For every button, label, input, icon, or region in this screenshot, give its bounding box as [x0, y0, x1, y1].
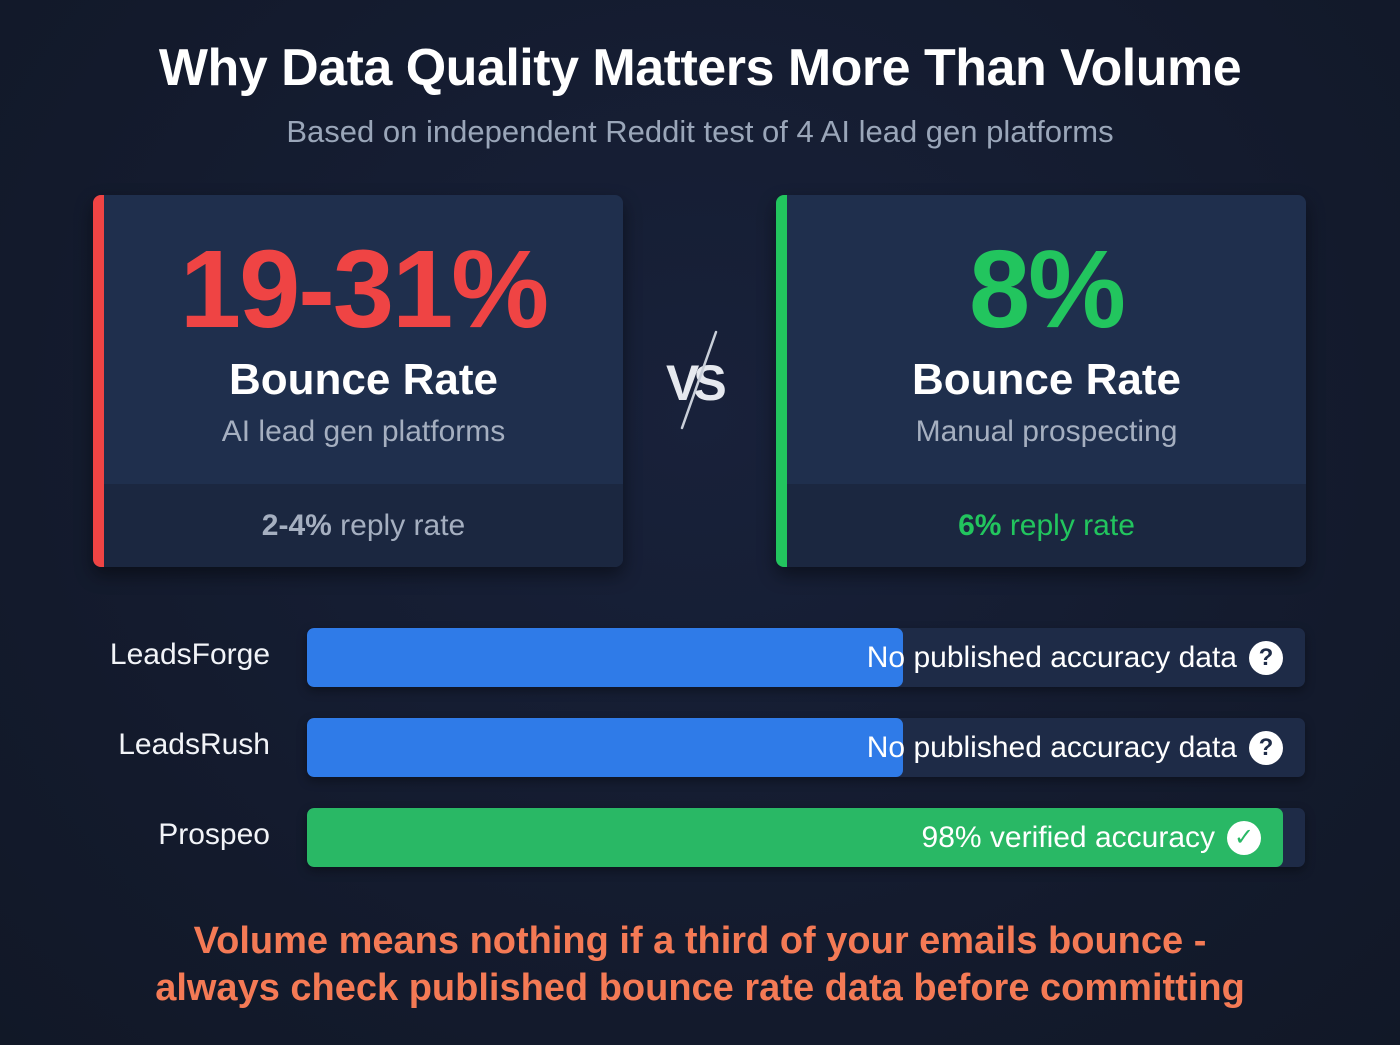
footer-callout: Volume means nothing if a third of your …	[0, 918, 1400, 1012]
footer-line-2: always check published bounce rate data …	[155, 967, 1245, 1009]
bar-annotation-text: No published accuracy data	[866, 640, 1237, 674]
card-description: Manual prospecting	[915, 415, 1178, 448]
question-icon: ?	[1249, 640, 1283, 675]
bounce-rate-label: Bounce Rate	[912, 355, 1181, 404]
bar-label-prospeo: Prospeo	[158, 818, 270, 851]
reply-rate-value: 2-4%	[261, 508, 332, 542]
bar-track-leadsforge: No published accuracy data ?	[307, 628, 1305, 687]
bounce-rate-value: 19-31%	[179, 228, 549, 351]
bar-label-leadsrush: LeadsRush	[118, 728, 270, 761]
check-icon: ✓	[1227, 820, 1261, 855]
manual-prospecting-card: 8% Bounce Rate Manual prospecting 6% rep…	[776, 195, 1306, 567]
bar-annotation-text: 98% verified accuracy	[921, 820, 1215, 854]
bar-fill	[307, 628, 903, 687]
page-title: Why Data Quality Matters More Than Volum…	[158, 39, 1242, 97]
card-accent-bar	[776, 195, 787, 567]
reply-rate-footer: 2-4% reply rate	[104, 484, 623, 567]
bar-fill	[307, 808, 1284, 867]
bar-label-leadsforge: LeadsForge	[109, 638, 270, 671]
reply-rate-footer: 6% reply rate	[787, 484, 1306, 567]
bar-annotation-text: No published accuracy data	[866, 730, 1237, 764]
reply-rate-value: 6%	[958, 508, 1002, 542]
bounce-rate-label: Bounce Rate	[229, 355, 498, 404]
bar-annotation: 98% verified accuracy ✓	[922, 808, 1261, 867]
bar-annotation: No published accuracy data ?	[867, 628, 1283, 687]
card-description: AI lead gen platforms	[221, 415, 506, 448]
reply-rate-text: reply rate	[331, 508, 466, 542]
ai-platforms-card: 19-31% Bounce Rate AI lead gen platforms…	[93, 195, 623, 567]
versus-icon: VS	[662, 330, 742, 430]
bounce-rate-value: 8%	[969, 228, 1126, 351]
page-subtitle: Based on independent Reddit test of 4 AI…	[286, 114, 1114, 149]
svg-text:VS: VS	[666, 355, 725, 411]
card-accent-bar	[93, 195, 104, 567]
bar-track-leadsrush: No published accuracy data ?	[307, 718, 1305, 777]
reply-rate-text: reply rate	[1001, 508, 1135, 542]
bar-annotation: No published accuracy data ?	[867, 718, 1283, 777]
question-icon: ?	[1249, 730, 1283, 765]
footer-line-1: Volume means nothing if a third of your …	[193, 920, 1207, 962]
bar-fill	[307, 718, 903, 777]
bar-track-prospeo: 98% verified accuracy ✓	[307, 808, 1305, 867]
